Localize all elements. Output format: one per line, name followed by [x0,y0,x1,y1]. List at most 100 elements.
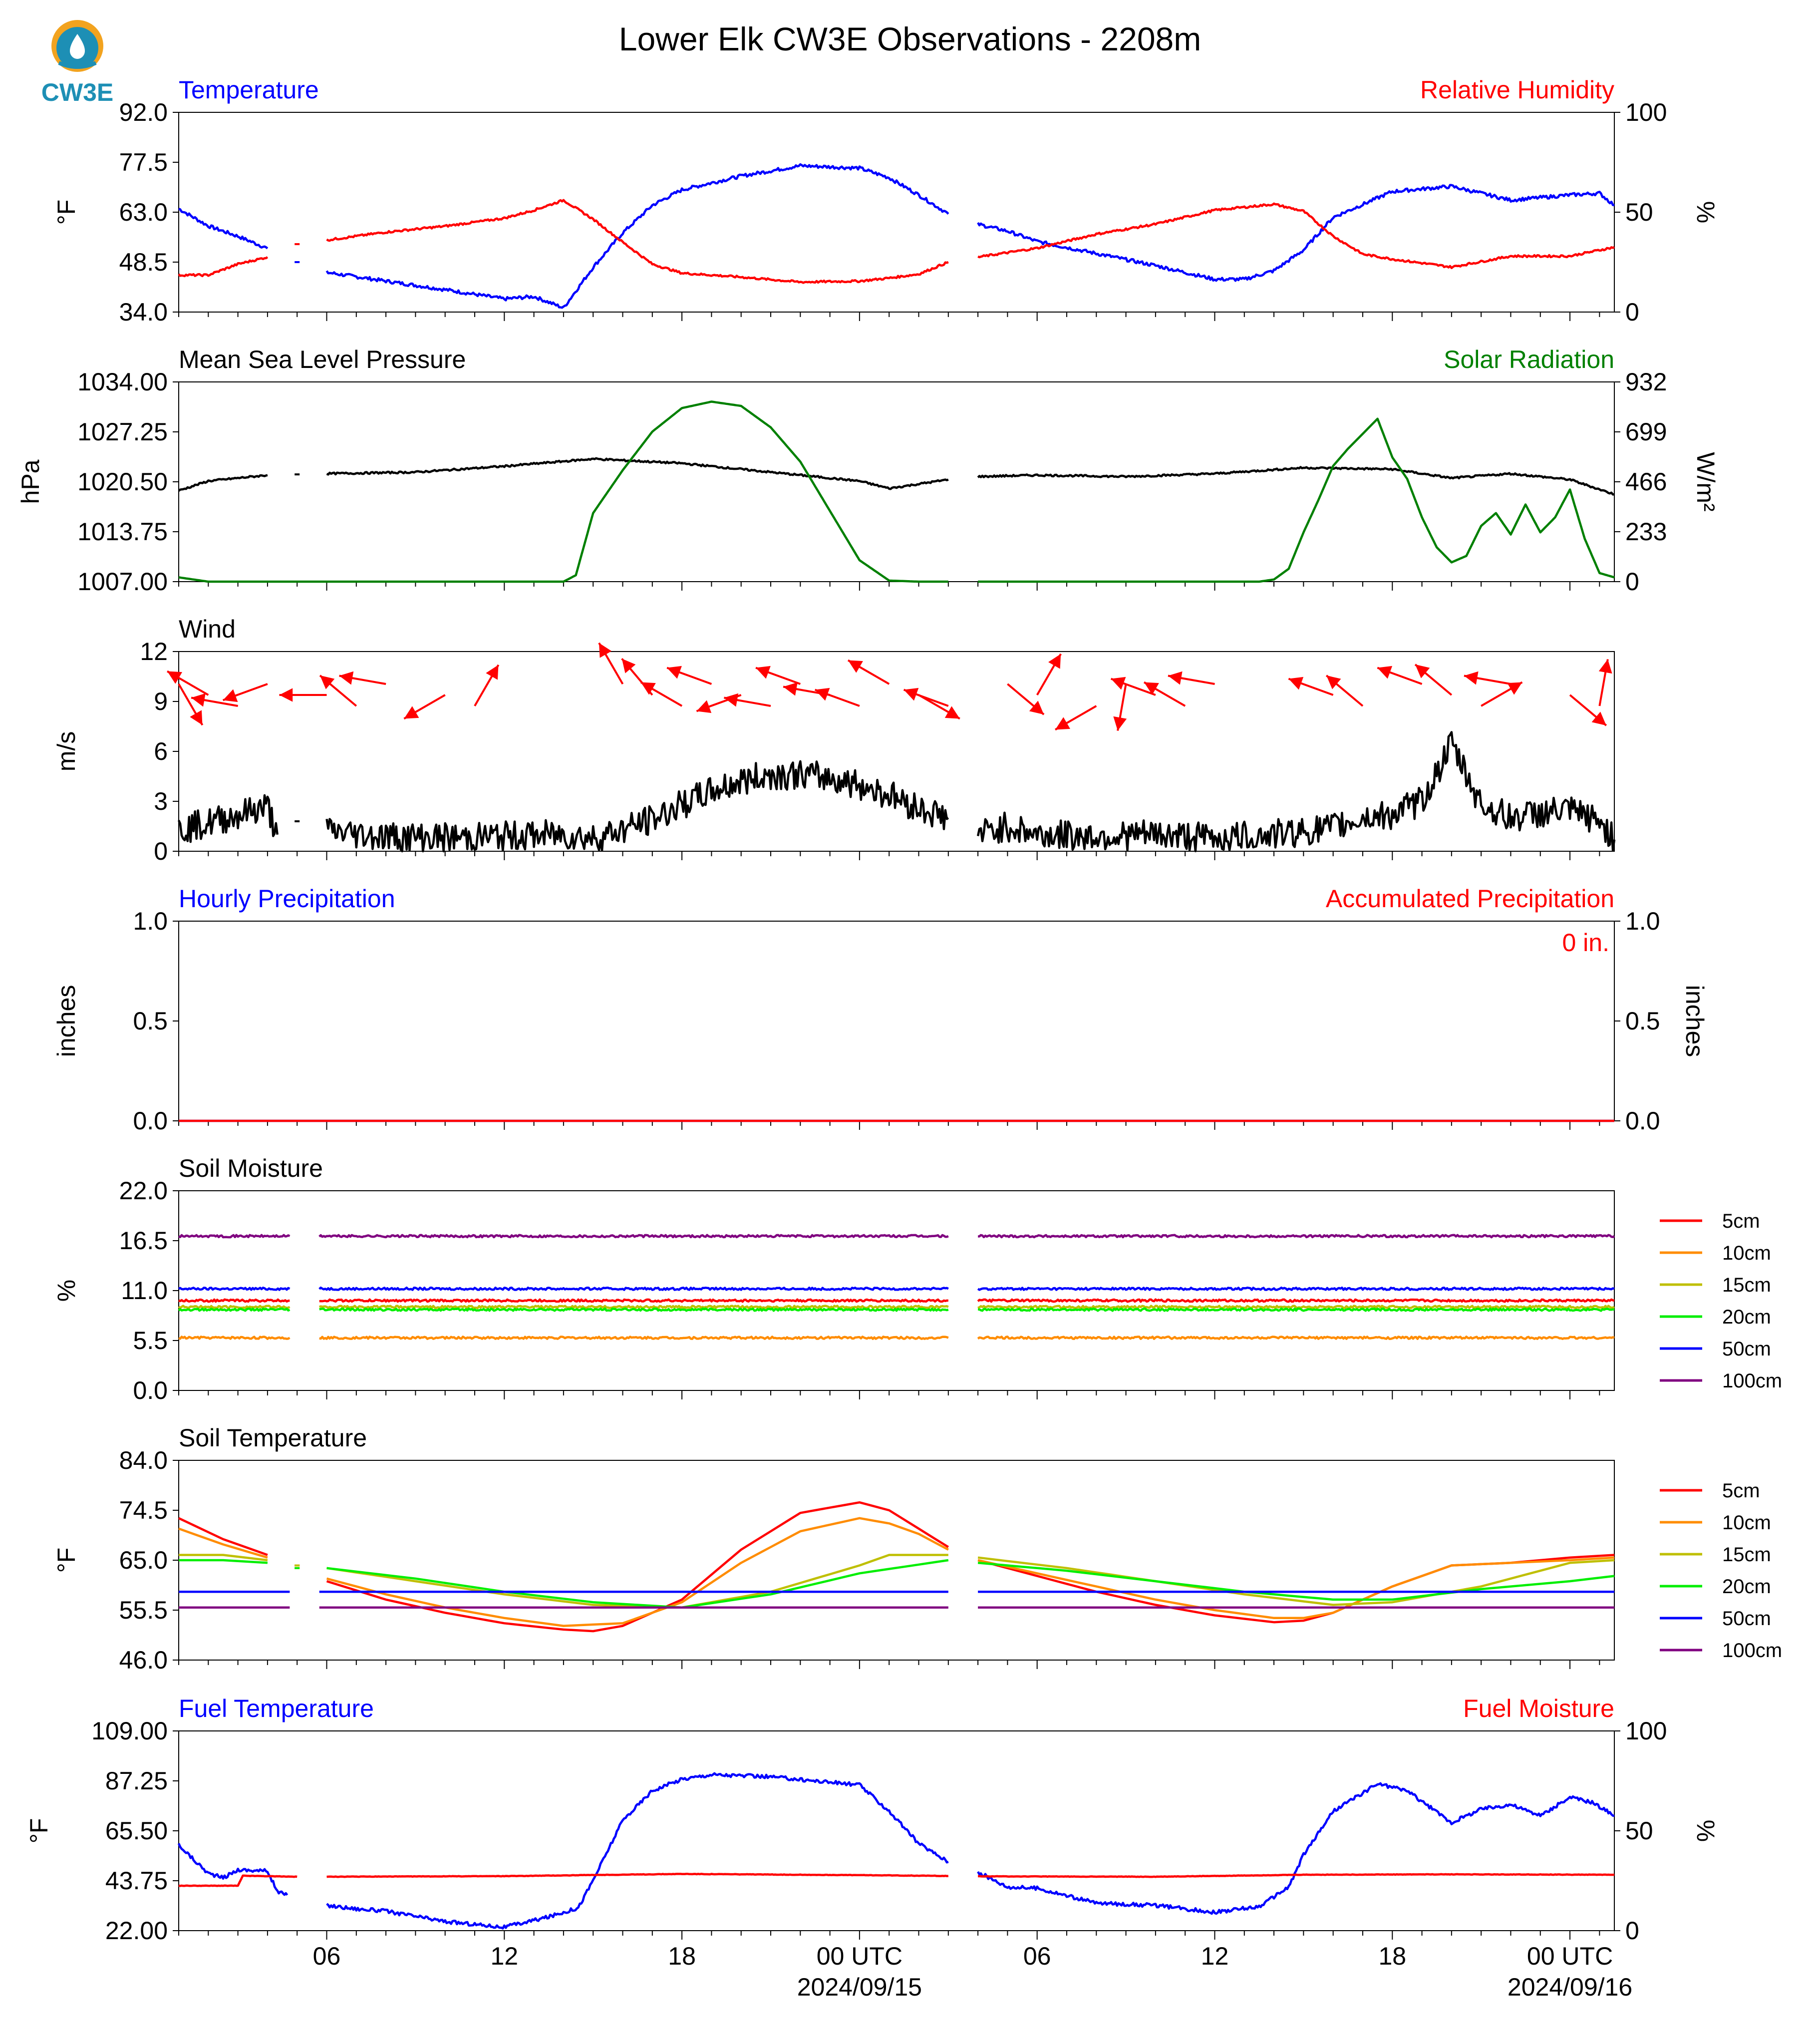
series-line-pressure_solar-left [977,466,1615,496]
y-tick-label: 16.5 [119,1227,168,1255]
series-line-5cm [178,1298,290,1303]
series-line-100cm [978,1234,1615,1239]
y-tick-label: 74.5 [119,1496,168,1524]
series-line-15cm [977,1556,1615,1606]
y-tick-label: 65.0 [119,1546,168,1574]
panel-title-soil_moisture: Soil Moisture [179,1154,323,1182]
wind-arrow-head [1168,671,1183,685]
series-line-fuel-right [178,1874,298,1887]
panel-title-soil_temperature: Soil Temperature [179,1424,367,1452]
wind-arrow-head [1464,671,1479,685]
x-tick-label: 18 [668,1942,696,1970]
y-axis-label: % [52,1280,80,1302]
y-tick-label: 22.00 [105,1917,168,1945]
y-tick-label: 77.5 [119,148,168,176]
y-tick-label: 1013.75 [77,518,168,546]
series-line-20cm [179,1559,268,1564]
series-line-temp_rh-right [178,256,269,278]
series-line-15cm [178,1305,291,1310]
y-tick-label: 3 [154,787,168,815]
wind-arrow-head [667,666,682,679]
wind-arrow-head [1111,677,1126,690]
panel-title-precip: Hourly Precipitation [179,885,395,913]
x-tick-date: 2024/09/15 [797,1973,922,2001]
y2-tick-label: 233 [1625,518,1667,546]
series-line-wind-left [976,731,1616,853]
wind-arrow-head [279,688,293,702]
y2-tick-label: 1.0 [1625,907,1660,935]
panel-title-fuel: Fuel Temperature [179,1694,374,1722]
y-tick-label: 1027.25 [77,418,168,446]
y-tick-label: 22.0 [119,1177,168,1205]
y-axis-label: hPa [16,459,44,504]
accumulated-total-label: 0 in. [1562,929,1609,957]
wind-arrow-head [724,693,739,707]
wind-arrow-head [1288,677,1304,690]
wind-arrow-head [783,682,798,696]
y2-tick-label: 466 [1625,468,1667,496]
y2-axis-label: W/m² [1692,452,1720,511]
panel-frame-wind [178,651,1615,852]
panel-title-right-precip: Accumulated Precipitation [1326,885,1614,913]
y2-tick-label: 0 [1625,1917,1639,1945]
series-line-20cm [978,1307,1615,1312]
y-tick-label: 109.00 [91,1717,168,1745]
y-axis-label: °F [52,1548,80,1573]
x-tick-label: 12 [490,1942,518,1970]
wind-arrow-head [1598,659,1612,674]
y-tick-label: 92.0 [119,98,168,126]
y2-tick-label: 50 [1625,198,1653,226]
panel-title-wind: Wind [179,615,236,643]
x-tick-label: 00 UTC [817,1942,903,1970]
wind-arrow-head [696,700,712,713]
y-tick-label: 9 [154,687,168,715]
series-line-pressure_solar-right [178,400,948,583]
wind-arrow-head [1113,716,1127,731]
series-line-temp_rh-right [326,199,949,284]
x-tick-label: 06 [313,1942,341,1970]
series-line-15cm [179,1554,268,1562]
panel-frame-precip [178,921,1615,1121]
y-tick-label: 11.0 [121,1277,168,1305]
series-line-10cm [977,1556,1615,1620]
y2-tick-label: 100 [1625,1717,1667,1745]
y2-axis-label: % [1692,201,1720,223]
legend-label-50cm: 50cm [1722,1338,1771,1360]
legend-label-15cm: 15cm [1722,1544,1771,1566]
y2-tick-label: 50 [1625,1817,1653,1845]
series-line-temp_rh-left [977,184,1615,282]
series-line-5cm [178,1517,268,1556]
wind-arrow-head [404,706,419,719]
panel-frame-fuel [178,1730,1615,1931]
panel-title-temp_rh: Temperature [179,76,319,104]
y-axis-label: m/s [52,731,80,772]
wind-arrow-head [1029,700,1044,715]
wind-arrow-head [190,710,203,725]
panel-title-right-fuel: Fuel Moisture [1463,1694,1614,1722]
series-line-15cm [977,1305,1615,1310]
x-tick-label: 18 [1378,1942,1406,1970]
series-line-wind-left [177,794,279,843]
series-line-50cm [977,1286,1615,1291]
wind-arrow-head [1048,654,1061,669]
legend-label-10cm: 10cm [1722,1242,1771,1264]
wind-arrow-head [815,687,830,701]
wind-arrow-head [320,675,335,689]
y-tick-label: 46.0 [119,1646,168,1674]
series-line-15cm [326,1554,948,1609]
legend-label-100cm: 100cm [1722,1370,1782,1392]
panel-title-pressure_solar: Mean Sea Level Pressure [179,345,466,373]
series-line-fuel-right [978,1873,1615,1878]
y-tick-label: 55.5 [119,1596,168,1624]
series-line-pressure_solar-right [978,417,1615,583]
y-tick-label: 87.25 [105,1767,168,1795]
y-tick-label: 84.0 [119,1446,168,1474]
series-line-5cm [319,1298,948,1303]
wind-arrow-head [1591,711,1606,726]
y2-tick-label: 699 [1625,418,1667,446]
wind-arrow-head [756,666,771,679]
y2-tick-label: 0 [1625,568,1639,596]
y2-tick-label: 0.0 [1625,1107,1660,1135]
